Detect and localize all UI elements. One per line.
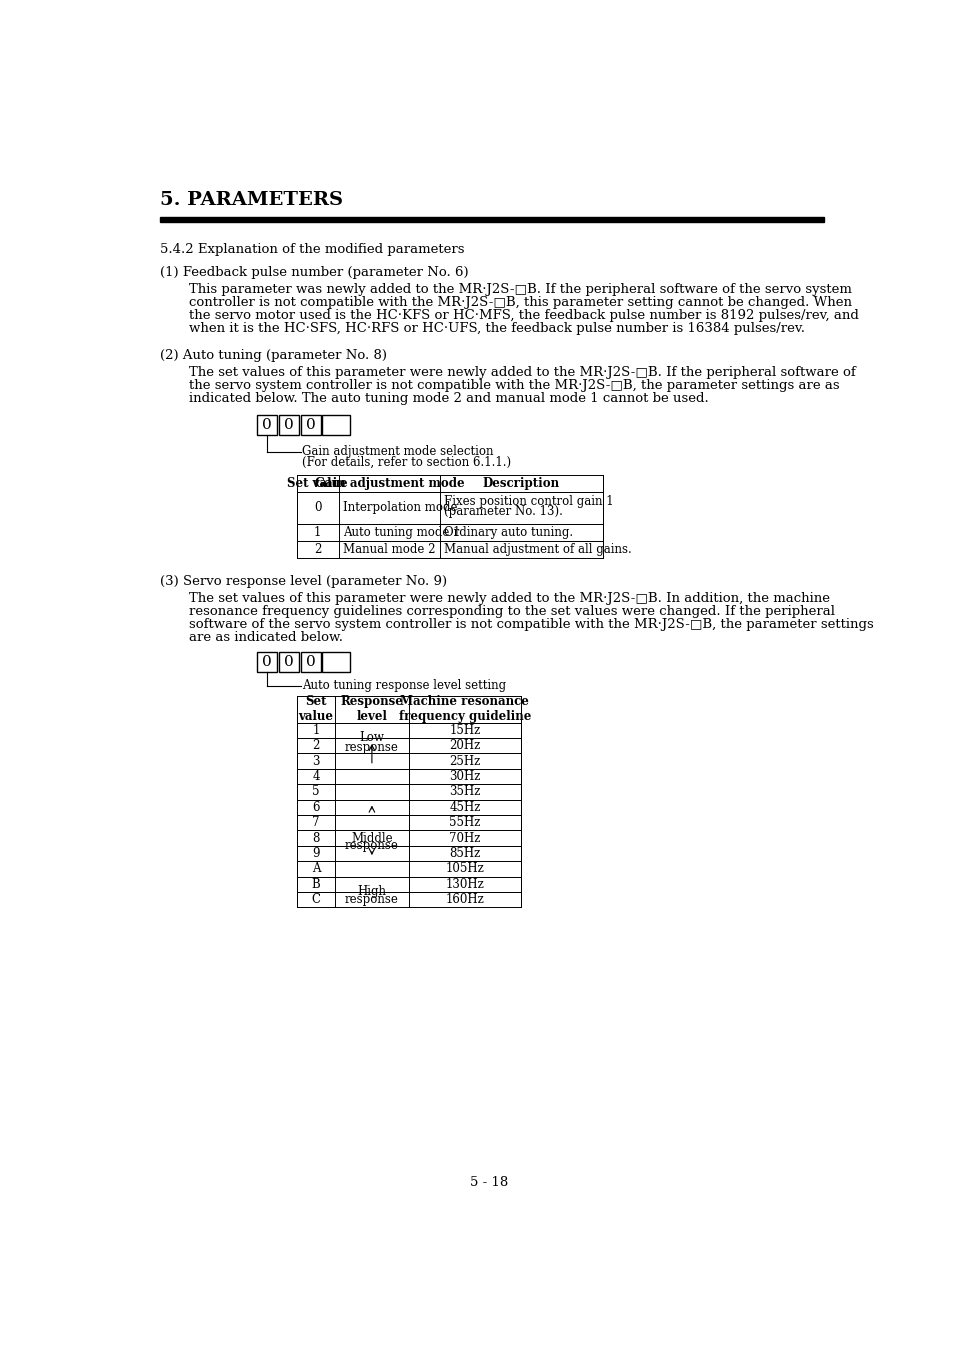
Text: The set values of this parameter were newly added to the MR·J2S-□B. In addition,: The set values of this parameter were ne… [189,591,829,605]
Text: A: A [312,863,320,875]
Text: resonance frequency guidelines corresponding to the set values were changed. If : resonance frequency guidelines correspon… [189,605,834,618]
Text: software of the servo system controller is not compatible with the MR·J2S-□B, th: software of the servo system controller … [189,618,873,630]
Text: 0: 0 [306,417,315,432]
Text: 25Hz: 25Hz [449,755,480,768]
Bar [257,414,277,435]
Text: Auto tuning mode 1: Auto tuning mode 1 [343,526,460,539]
Text: response: response [345,741,398,753]
Text: response: response [345,840,398,852]
Text: when it is the HC·SFS, HC·RFS or HC·UFS, the feedback pulse number is 16384 puls: when it is the HC·SFS, HC·RFS or HC·UFS,… [189,323,804,335]
Text: (1) Feedback pulse number (parameter No. 6): (1) Feedback pulse number (parameter No.… [159,266,468,279]
Text: 45Hz: 45Hz [449,801,480,814]
Bar [300,652,320,672]
Text: response: response [345,894,398,906]
Text: This parameter was newly added to the MR·J2S-□B. If the peripheral software of t: This parameter was newly added to the MR… [189,284,851,296]
Text: (For details, refer to section 6.1.1.): (For details, refer to section 6.1.1.) [302,455,511,468]
Text: 3: 3 [312,755,319,768]
Text: 1: 1 [312,724,319,737]
Text: Middle: Middle [351,832,393,845]
Text: 0: 0 [262,655,272,668]
Bar [257,652,277,672]
Text: indicated below. The auto tuning mode 2 and manual mode 1 cannot be used.: indicated below. The auto tuning mode 2 … [189,393,708,405]
Text: 105Hz: 105Hz [445,863,484,875]
Bar [296,784,521,799]
Text: 35Hz: 35Hz [449,786,480,798]
Text: 55Hz: 55Hz [449,817,480,829]
Text: 2: 2 [312,740,319,752]
Text: 5 - 18: 5 - 18 [469,1176,508,1189]
Bar [296,722,521,738]
Bar [322,414,350,435]
Text: Gain adjustment mode: Gain adjustment mode [314,477,464,490]
Text: The set values of this parameter were newly added to the MR·J2S-□B. If the perip: The set values of this parameter were ne… [189,366,855,379]
Text: 1: 1 [314,526,321,539]
Text: (3) Servo response level (parameter No. 9): (3) Servo response level (parameter No. … [159,575,446,587]
Bar [159,216,823,221]
Bar [278,652,298,672]
Text: 20Hz: 20Hz [449,740,480,752]
Text: Fixes position control gain 1: Fixes position control gain 1 [443,495,613,509]
Text: 30Hz: 30Hz [449,769,480,783]
Text: 130Hz: 130Hz [445,878,484,891]
Text: 0: 0 [284,655,294,668]
Text: 0: 0 [284,417,294,432]
Bar [296,892,521,907]
Bar [296,830,521,845]
Bar [296,799,521,815]
Text: the servo system controller is not compatible with the MR·J2S-□B, the parameter : the servo system controller is not compa… [189,379,839,391]
Bar [296,845,521,861]
Text: 0: 0 [306,655,315,668]
Text: the servo motor used is the HC·KFS or HC·MFS, the feedback pulse number is 8192 : the servo motor used is the HC·KFS or HC… [189,309,858,323]
Bar [296,753,521,768]
Text: 4: 4 [312,769,319,783]
Text: 15Hz: 15Hz [449,724,480,737]
Bar [296,738,521,753]
Bar [278,414,298,435]
Text: 5.4.2 Explanation of the modified parameters: 5.4.2 Explanation of the modified parame… [159,243,463,256]
Text: Interpolation mode: Interpolation mode [343,501,457,514]
Text: 5: 5 [312,786,319,798]
Text: C: C [312,894,320,906]
Text: 0: 0 [262,417,272,432]
Text: Response
level: Response level [340,695,403,724]
Text: controller is not compatible with the MR·J2S-□B, this parameter setting cannot b: controller is not compatible with the MR… [189,296,851,309]
Text: B: B [312,878,320,891]
Text: Low: Low [359,732,384,744]
Text: Gain adjustment mode selection: Gain adjustment mode selection [302,446,493,459]
Text: Manual mode 2: Manual mode 2 [343,543,436,556]
Bar [296,524,602,541]
Text: 0: 0 [314,501,321,514]
Text: Description: Description [482,477,559,490]
Bar [296,541,602,558]
Text: 7: 7 [312,817,319,829]
Bar [296,491,602,524]
Text: 5. PARAMETERS: 5. PARAMETERS [159,192,342,209]
Text: 2: 2 [314,543,321,556]
Bar [322,652,350,672]
Text: are as indicated below.: are as indicated below. [189,630,343,644]
Text: (2) Auto tuning (parameter No. 8): (2) Auto tuning (parameter No. 8) [159,350,386,362]
Bar [296,861,521,876]
Text: Auto tuning response level setting: Auto tuning response level setting [302,679,506,693]
Bar [296,768,521,784]
Text: Ordinary auto tuning.: Ordinary auto tuning. [443,526,573,539]
Bar [296,876,521,892]
Text: Machine resonance
frequency guideline: Machine resonance frequency guideline [398,695,531,724]
Text: Set
value: Set value [298,695,334,724]
Text: (parameter No. 13).: (parameter No. 13). [443,505,562,518]
Text: Set value: Set value [287,477,348,490]
Bar [296,475,602,491]
Text: 70Hz: 70Hz [449,832,480,845]
Bar [300,414,320,435]
Text: 85Hz: 85Hz [449,846,480,860]
Text: 6: 6 [312,801,319,814]
Text: Manual adjustment of all gains.: Manual adjustment of all gains. [443,543,631,556]
Text: 160Hz: 160Hz [445,894,484,906]
Bar [296,697,521,722]
Text: High: High [357,886,386,899]
Text: 9: 9 [312,846,319,860]
Text: 8: 8 [312,832,319,845]
Bar [296,815,521,830]
